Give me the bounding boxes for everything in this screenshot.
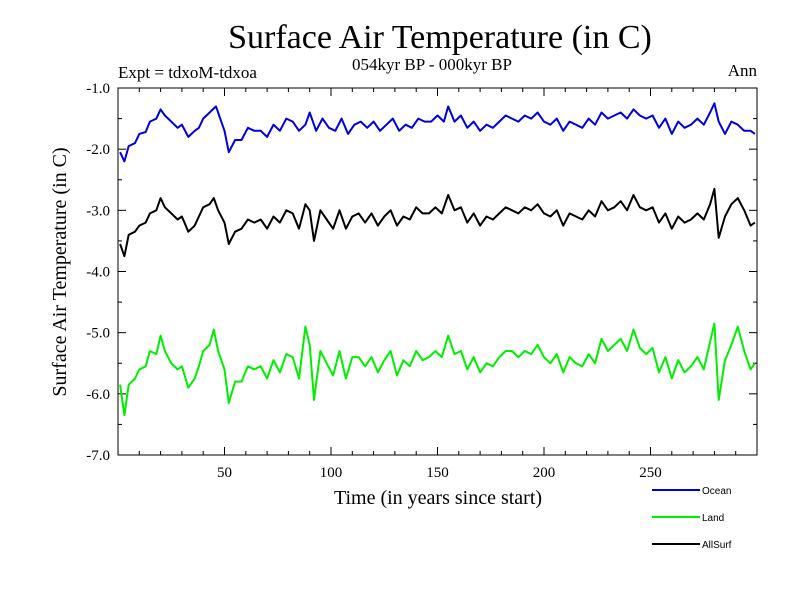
plot-area [117, 87, 758, 456]
series-layer [119, 102, 756, 417]
x-axis-label: Time (in years since start) [334, 487, 542, 509]
x-tick-label: 50 [217, 465, 232, 481]
x-tick-label: 200 [533, 465, 556, 481]
season-label: Ann [728, 61, 758, 80]
series-line-land [119, 322, 756, 417]
series-line-allsurf [119, 187, 756, 258]
y-tick-label: -2.0 [86, 142, 110, 158]
x-tick-label: 250 [639, 465, 662, 481]
y-tick-label: -3.0 [86, 203, 110, 219]
y-tick-label: -5.0 [86, 326, 110, 342]
x-tick-label: 150 [426, 465, 449, 481]
chart-title: Surface Air Temperature (in C) [228, 19, 652, 56]
legend-label-allsurf: AllSurf [702, 540, 732, 551]
experiment-label: Expt = tdxoM-tdxoa [118, 63, 257, 82]
legend-label-land: Land [702, 513, 724, 524]
y-axis: -1.0 -2.0 -3.0 -4.0 -5.0 -6.0 -7.0 [86, 81, 757, 464]
plot-frame [117, 87, 758, 456]
legend: Ocean Land AllSurf [652, 486, 732, 551]
series-line-ocean [119, 102, 756, 163]
x-tick-label: 100 [320, 465, 343, 481]
y-tick-label: -6.0 [86, 387, 110, 403]
y-tick-label: -7.0 [86, 448, 110, 464]
legend-label-ocean: Ocean [702, 486, 731, 497]
chart-subtitle: 054kyr BP - 000kyr BP [352, 55, 512, 74]
x-axis: 50 100 150 200 250 [138, 88, 737, 481]
y-tick-label: -1.0 [86, 81, 110, 97]
y-axis-label: Surface Air Temperature (in C) [49, 147, 71, 396]
y-tick-label: -4.0 [86, 265, 110, 281]
